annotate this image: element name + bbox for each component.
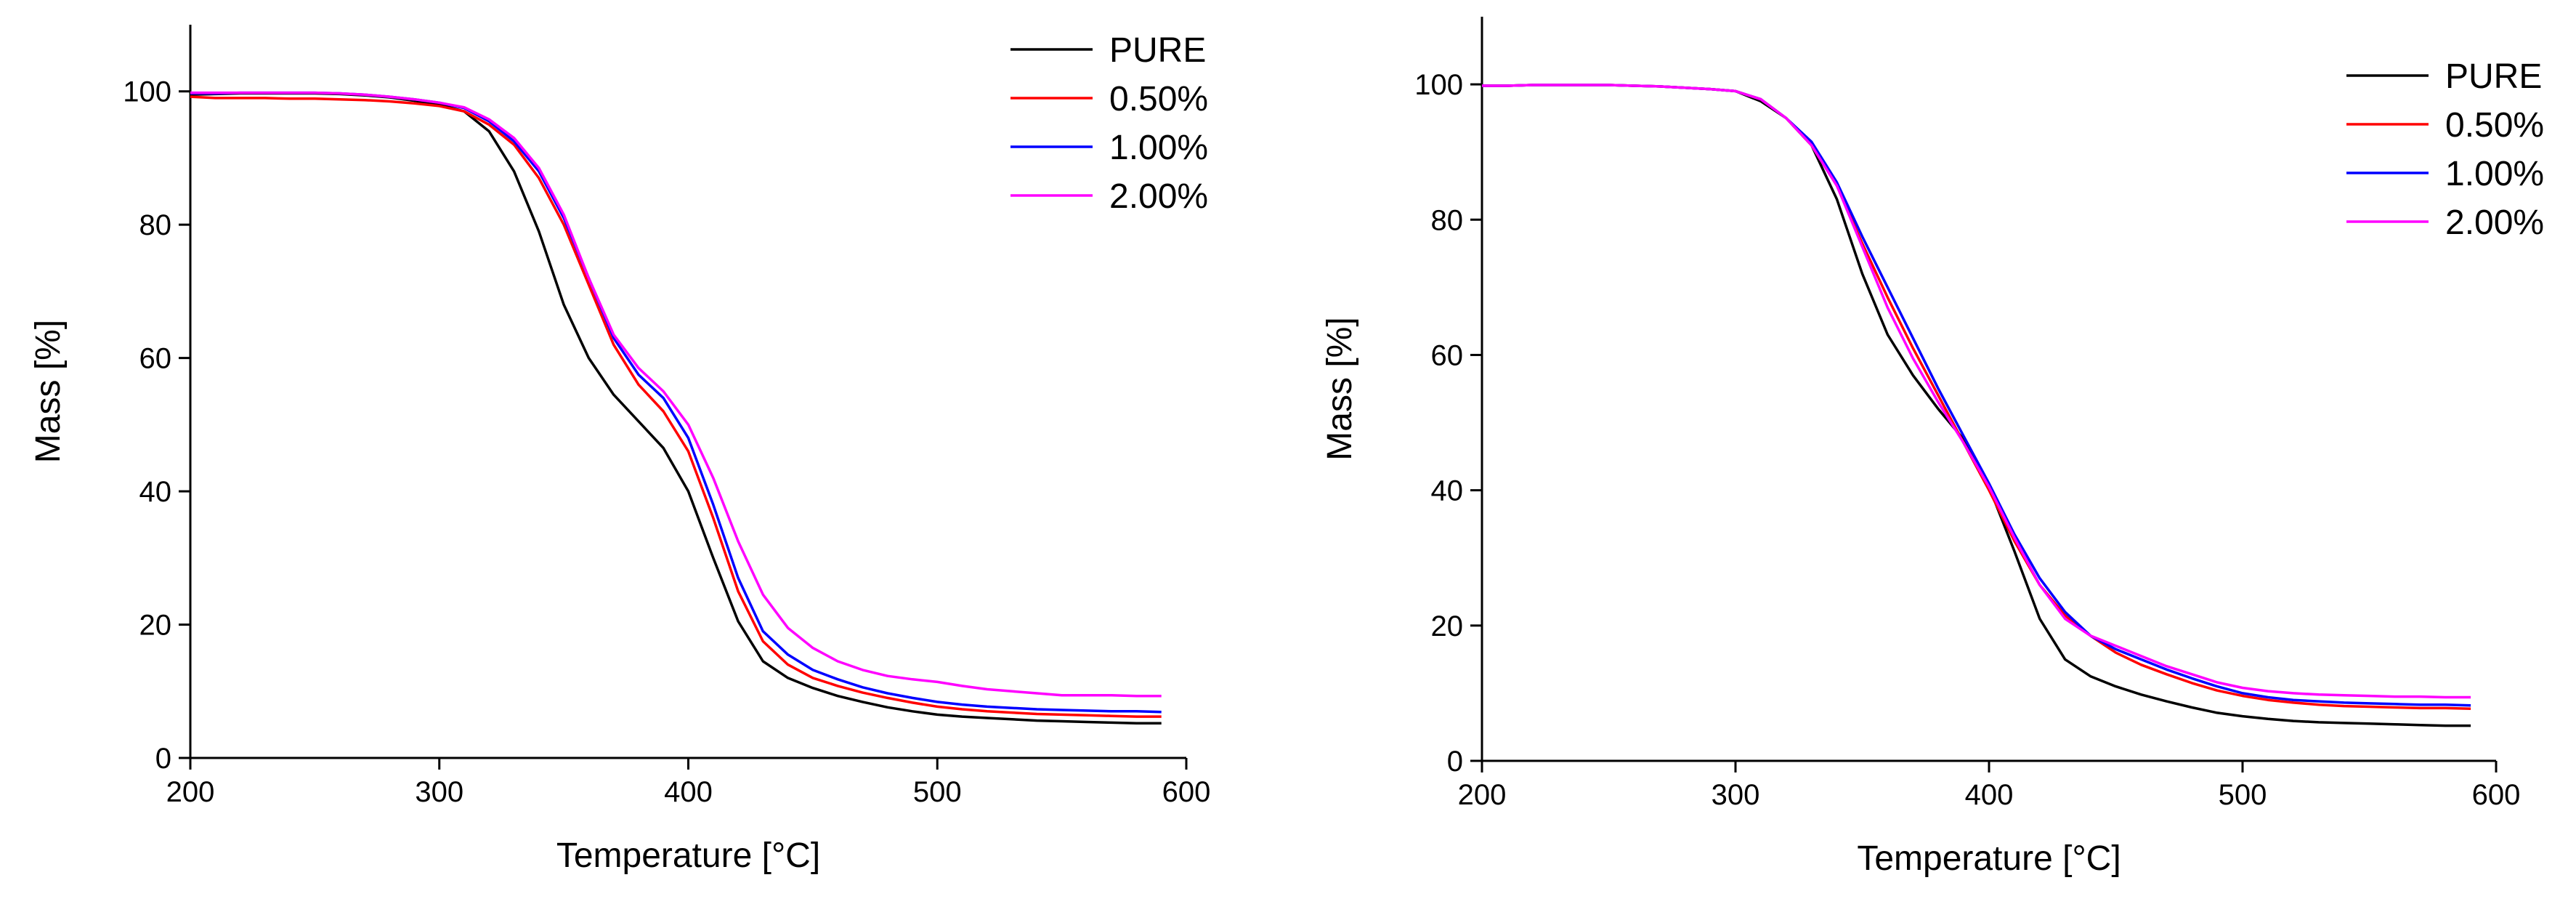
y-tick-label: 20 xyxy=(1431,610,1464,642)
data-line xyxy=(1482,84,2471,699)
chart: 200 300 400 500 600 0 20 40 60 80 100 Temperature [… xyxy=(29,25,1210,875)
y-tick-label: 100 xyxy=(123,76,171,108)
data-line xyxy=(1482,84,2471,711)
y-tick-label: 60 xyxy=(139,343,172,375)
data-line xyxy=(190,91,1162,714)
x-tick-label: 500 xyxy=(913,776,962,808)
y-axis-label: Mass [%] xyxy=(29,320,68,463)
x-tick-label: 400 xyxy=(664,776,713,808)
x-tick-label: 600 xyxy=(2472,779,2521,811)
legend-label: 2.00% xyxy=(2445,203,2544,242)
legend-label: 0.50% xyxy=(1109,80,1208,118)
data-line xyxy=(1482,84,2471,707)
x-tick-label: 300 xyxy=(1712,779,1760,811)
data-line xyxy=(190,95,1162,718)
y-tick-label: 0 xyxy=(1447,746,1463,778)
y-tick-label: 20 xyxy=(139,610,172,642)
data-line xyxy=(190,91,1162,698)
y-tick-label: 40 xyxy=(1431,475,1464,507)
x-tick-label: 200 xyxy=(1458,779,1507,811)
x-tick-label: 600 xyxy=(1162,776,1211,808)
x-axis-label: Temperature [°C] xyxy=(1857,839,2121,878)
y-tick-label: 80 xyxy=(139,209,172,241)
y-tick-label: 0 xyxy=(155,743,171,775)
legend-label: 1.00% xyxy=(1109,129,1208,167)
legend-label: 2.00% xyxy=(1109,177,1208,216)
legend-label: PURE xyxy=(1109,31,1206,70)
x-tick-label: 400 xyxy=(1965,779,2014,811)
y-tick-label: 100 xyxy=(1414,69,1463,101)
legend-label: PURE xyxy=(2445,57,2542,96)
legend-label: 0.50% xyxy=(2445,106,2544,145)
x-tick-label: 300 xyxy=(415,776,463,808)
data-line xyxy=(1482,84,2471,727)
chart: 200 300 400 500 600 0 20 40 60 80 100 Temperature [… xyxy=(1321,17,2544,878)
y-tick-label: 40 xyxy=(139,476,172,508)
x-tick-label: 500 xyxy=(2219,779,2267,811)
x-tick-label: 200 xyxy=(166,776,215,808)
y-axis-label: Mass [%] xyxy=(1321,317,1359,460)
y-tick-label: 80 xyxy=(1431,204,1464,236)
x-axis-label: Temperature [°C] xyxy=(556,836,820,875)
legend-label: 1.00% xyxy=(2445,155,2544,193)
y-tick-label: 60 xyxy=(1431,339,1464,371)
